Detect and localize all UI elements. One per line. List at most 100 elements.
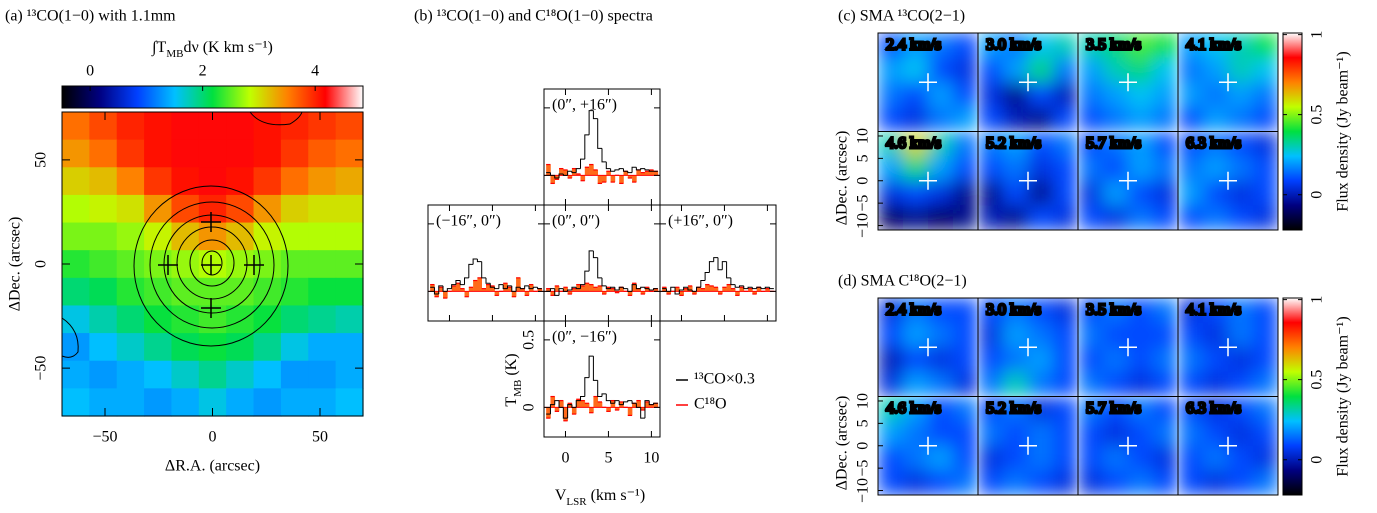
c18o-bar <box>516 277 521 292</box>
heat-cell <box>144 112 173 141</box>
13co-step <box>635 167 641 171</box>
center-cross <box>1019 73 1037 92</box>
c18o-bar <box>571 407 577 415</box>
contour <box>189 239 235 287</box>
heat-cell <box>280 388 309 417</box>
flux-cell <box>1078 322 1104 348</box>
flux-cell <box>1253 33 1279 59</box>
heat-cell <box>171 194 200 224</box>
heat-cell <box>226 112 255 141</box>
x-axis-label-part: (km s⁻¹) <box>587 487 646 504</box>
flux-cell <box>1203 298 1229 324</box>
13co-step <box>747 286 753 289</box>
flux-cell <box>1078 396 1104 422</box>
c18o-bar <box>619 175 624 184</box>
center-cross <box>1119 171 1137 190</box>
heat-cell <box>171 222 200 251</box>
flux-cell <box>1178 156 1204 182</box>
13co-step <box>433 287 439 295</box>
heat-cell <box>253 167 282 196</box>
13co-step <box>751 287 757 290</box>
flux-cell <box>1153 322 1179 348</box>
13co-step <box>549 404 555 415</box>
flux-cell <box>1028 445 1054 471</box>
heat-cell <box>335 360 364 389</box>
flux-cell <box>978 205 1004 231</box>
channel-map <box>878 33 979 132</box>
c18o-bar <box>593 287 599 292</box>
13co-step <box>640 286 645 289</box>
c18o-bar <box>460 288 465 292</box>
13co-step <box>738 285 744 288</box>
flux-cell <box>1153 421 1179 447</box>
heat-cell <box>171 360 200 389</box>
y-tick-label: 0 <box>855 442 872 450</box>
flux-cell <box>1103 470 1129 496</box>
13co-step <box>721 261 727 270</box>
heat-cell <box>171 277 200 307</box>
flux-cell <box>978 347 1004 373</box>
flux-cell <box>1153 106 1179 132</box>
channel-label: 4.1 km/s <box>1186 302 1241 319</box>
c18o-bar <box>571 168 577 176</box>
c18o-bar <box>653 171 659 176</box>
y-axis-label-part: MB <box>512 380 524 397</box>
c18o-bar <box>481 288 487 292</box>
13co-step <box>760 287 766 290</box>
flux-cell <box>1078 421 1104 447</box>
flux-cell <box>1203 205 1229 231</box>
flux-cell <box>978 180 1004 206</box>
c18o-bar <box>490 285 495 292</box>
c18o-bar <box>640 291 646 295</box>
13co-step <box>575 287 581 290</box>
heat-cell <box>89 360 118 389</box>
flux-cell <box>953 421 979 447</box>
flux-cell <box>1253 347 1279 373</box>
c18o-bar <box>644 171 650 176</box>
heat-cell <box>89 222 118 251</box>
flux-cell <box>1053 180 1079 206</box>
c18o-bar <box>765 288 770 292</box>
heat-cell <box>280 222 309 251</box>
flux-cell <box>903 82 929 108</box>
flux-cell <box>1153 131 1179 157</box>
legend-label: ¹³CO×0.3 <box>694 371 755 388</box>
y-tick-label: 0 <box>855 177 872 185</box>
13co-step <box>601 148 607 163</box>
flux-cell <box>1153 470 1179 496</box>
flux-cell <box>1053 322 1079 348</box>
flux-cell <box>1053 445 1079 471</box>
c18o-bar <box>627 175 633 179</box>
c18o-bar <box>644 287 650 292</box>
c18o-bar <box>627 291 633 296</box>
colorbar <box>1282 32 1303 231</box>
flux-cell <box>1253 180 1279 206</box>
flux-cell <box>1228 322 1254 348</box>
flux-cell <box>1253 470 1279 496</box>
flux-cell <box>1253 298 1279 324</box>
heat-cell <box>116 333 145 362</box>
colorbar-tick-label: 2 <box>199 63 207 80</box>
center-cross <box>919 171 937 190</box>
flux-cell <box>1253 131 1279 157</box>
13co-step <box>562 288 568 292</box>
c18o-bar <box>597 401 603 408</box>
channel-label: 5.7 km/s <box>1086 400 1141 417</box>
flux-cell <box>1103 33 1129 59</box>
c18o-bar <box>430 284 435 292</box>
flux-cell <box>903 131 929 157</box>
heat-cell <box>335 333 364 362</box>
c18o-bar <box>584 403 590 408</box>
flux-cell <box>1078 180 1104 206</box>
spectrum-panel <box>544 355 660 422</box>
c18o-bar <box>563 287 568 292</box>
heat-cell <box>226 139 255 168</box>
x-tick-label: −50 <box>92 429 117 446</box>
center-cross <box>1219 436 1237 455</box>
channel-map <box>978 298 1079 397</box>
contour <box>176 226 248 300</box>
heat-cell <box>253 333 282 362</box>
13co-step <box>554 175 560 179</box>
c18o-bar <box>735 291 740 296</box>
colorbar-label: ∫TMBdν (K km s⁻¹) <box>151 39 273 60</box>
